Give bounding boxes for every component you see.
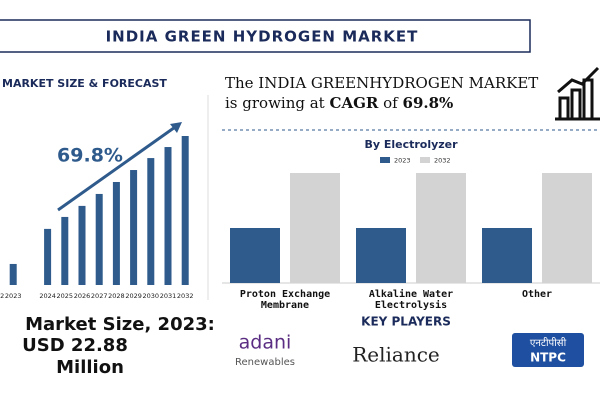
bar [95, 193, 103, 285]
legend-swatch [380, 157, 390, 163]
bar [130, 170, 138, 285]
bar [416, 173, 466, 283]
cagr-line: The INDIA GREENHYDROGEN MARKET [225, 74, 538, 92]
bar [230, 228, 280, 283]
bar [147, 158, 155, 285]
bar [44, 228, 52, 285]
x-tick-label: 2032 [177, 292, 194, 300]
player-logo: adani [239, 332, 292, 354]
bar [78, 205, 86, 285]
player-logo: एनटीपीसी [530, 337, 567, 349]
x-tick-label: 2022 [0, 292, 4, 300]
x-tick-label: Proton Exchange Membrane [239, 289, 331, 311]
x-tick-label: 2030 [143, 292, 160, 300]
x-tick-label: 2023 [5, 292, 22, 300]
bar [164, 147, 172, 285]
cagr-part: is growing at [225, 94, 325, 112]
player-logo: Reliance [352, 343, 440, 367]
cagr-line: is growing at CAGR of 69.8% [225, 94, 453, 112]
x-tick-label: Other [521, 289, 553, 300]
bar [542, 173, 592, 283]
x-tick-label: Alkaline Water Electrolysis [368, 289, 454, 311]
x-tick-label: 2031 [160, 292, 177, 300]
left-heading: MARKET SIZE & FORECAST [2, 77, 167, 90]
x-tick-label: 2024 [39, 292, 56, 300]
title-box [0, 19, 531, 53]
key-players-heading: KEY PLAYERS [361, 315, 451, 329]
annotation: 69.8% [57, 145, 123, 167]
legend-label: 2023 [394, 157, 411, 165]
trend-arrow [57, 123, 179, 212]
cagr-part: CAGR [330, 94, 379, 112]
bar [112, 181, 120, 285]
x-tick-label: 2026 [74, 292, 91, 300]
legend-swatch [420, 157, 430, 163]
arrow-head [170, 122, 182, 133]
player-logo-sub: NTPC [530, 351, 566, 365]
market-size: Million [56, 357, 124, 378]
bar [181, 136, 189, 285]
cagr-part: of [383, 94, 399, 112]
x-tick-label: 2027 [91, 292, 108, 300]
chart-title: By Electrolyzer [364, 138, 458, 151]
bar [356, 228, 406, 283]
market-size: USD 22.88 [22, 335, 128, 356]
x-tick-label: 2029 [125, 292, 142, 300]
x-tick-label: 2025 [57, 292, 74, 300]
cagr-part: 69.8% [403, 94, 454, 112]
bar [290, 173, 340, 283]
page-title: INDIA GREEN HYDROGEN MARKET [106, 28, 419, 46]
x-tick-label: 2028 [108, 292, 125, 300]
bar [61, 216, 69, 285]
growth-icon [555, 66, 600, 121]
legend-label: 2032 [434, 157, 451, 165]
bar [482, 228, 532, 283]
bar [9, 263, 17, 285]
player-logo-sub: Renewables [235, 357, 295, 368]
ntpc-logo-bg [512, 333, 584, 367]
market-size: Market Size, 2023: [25, 314, 215, 335]
